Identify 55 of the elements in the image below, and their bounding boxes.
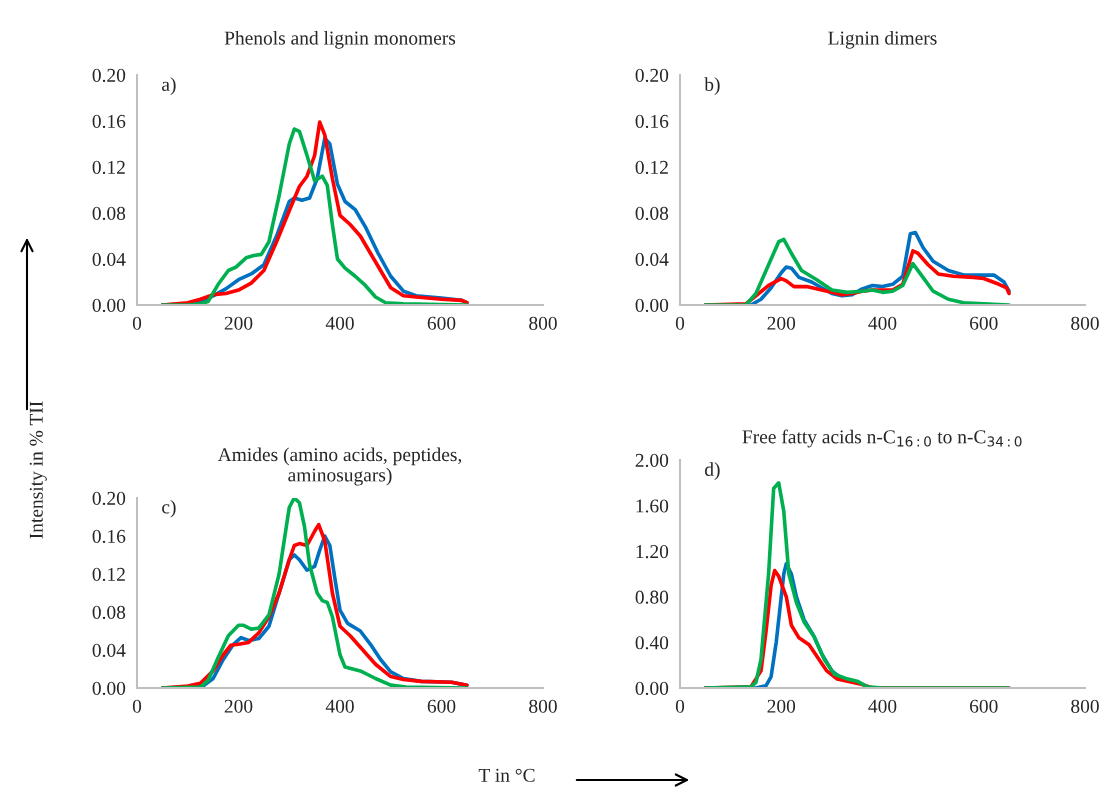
text: T in °C [478,768,535,782]
annotation: b) [704,77,720,95]
x-tick-label: 0 [675,316,685,330]
x-tick-label: 600 [427,699,456,713]
x-tick-label: 800 [1071,316,1099,330]
y-tick-label: 1.20 [636,545,669,559]
annotation: d) [705,462,720,480]
y-tick-label: 0.16 [92,529,126,544]
y-tick-label: 0.40 [635,636,669,650]
y-tick-label: 0.04 [635,252,669,267]
x-tick-label: 600 [970,316,998,330]
x-tick-label: 0 [675,699,685,713]
line-series [703,480,1011,688]
chart-title: Phenols and lignin monomers [224,30,456,49]
annotation: a) [162,77,176,95]
y-tick-label: 0.00 [635,681,669,696]
y-tick-label: 0.12 [92,160,125,175]
x-tick-label: 600 [427,316,456,330]
y-tick-label: 0.04 [92,252,126,267]
y-tick-label: 0.20 [92,491,126,506]
y-tick-label: 0.08 [635,206,669,221]
text: Intensity in % TII [29,401,47,539]
x-tick-label: 800 [529,699,557,713]
y-tick-label: 0.16 [92,114,126,129]
x-tick-label: 0 [132,316,142,330]
y-tick-label: 0.20 [635,68,669,83]
x-tick-label: 800 [1071,699,1099,713]
annotation: c) [162,499,176,518]
y-tick-label: 0.08 [92,605,126,620]
x-tick-label: 600 [970,699,998,713]
chart-title: Lignin dimers [828,30,937,49]
chart-title: Amides (amino acids, peptides, aminosugars) [217,447,462,486]
x-tick-label: 800 [529,316,557,330]
x-tick-label: 200 [767,699,796,713]
y-tick-label: 2.00 [635,453,669,468]
x-tick-label: 400 [868,699,897,713]
y-tick-label: 0.16 [635,114,669,129]
y-tick-label: 0.12 [92,567,125,582]
y-tick-label: 0.08 [92,206,126,221]
y-tick-label: 0.00 [635,298,669,313]
x-tick-label: 400 [868,316,897,330]
y-tick-label: 0.04 [92,643,126,658]
x-tick-label: 400 [325,699,354,713]
chart-title: Free fatty acids n-C$_{16:0}$ to n-C$_{34:0}$ [742,429,1022,448]
x-tick-label: 0 [132,699,142,713]
y-tick-label: 0.12 [635,160,668,175]
y-tick-label: 1.60 [636,499,669,513]
y-tick-label: 0.00 [92,298,126,313]
x-tick-label: 400 [325,316,354,330]
y-tick-label: 0.80 [635,590,669,604]
x-tick-label: 200 [224,316,253,330]
y-tick-label: 0.20 [92,68,126,83]
x-tick-label: 200 [767,316,796,330]
x-tick-label: 200 [224,699,253,713]
y-tick-label: 0.00 [92,681,126,696]
